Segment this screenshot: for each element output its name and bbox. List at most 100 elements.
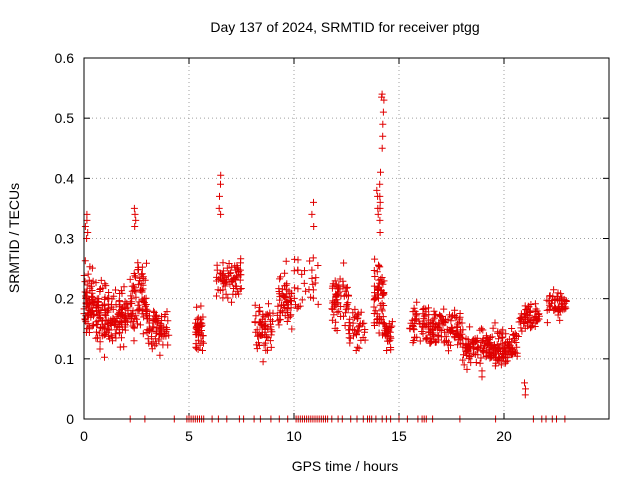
data-point (543, 296, 551, 304)
data-point (491, 343, 499, 351)
data-point (138, 263, 146, 271)
data-point (370, 282, 378, 290)
data-point (387, 334, 395, 342)
data-point (107, 303, 115, 311)
data-point (508, 350, 516, 358)
data-point (427, 328, 435, 336)
data-point (531, 300, 539, 308)
data-point (213, 261, 221, 269)
data-point (548, 299, 555, 307)
data-point (219, 267, 227, 275)
data-point (150, 307, 158, 315)
data-point (379, 132, 387, 140)
data-point (122, 305, 130, 313)
data-point (139, 330, 147, 338)
data-point (375, 283, 383, 291)
data-point (513, 343, 521, 351)
data-point (283, 298, 291, 305)
data-point (328, 284, 336, 292)
data-point (233, 272, 240, 280)
data-point (335, 307, 343, 315)
data-point (130, 270, 138, 277)
data-point (291, 284, 299, 292)
data-point (158, 317, 166, 324)
data-point (352, 329, 360, 337)
data-point (534, 311, 542, 318)
data-point (353, 327, 361, 335)
data-point (217, 274, 224, 282)
data-point (110, 292, 118, 300)
data-point (134, 301, 142, 309)
data-point (499, 333, 507, 341)
data-point (251, 301, 259, 309)
data-point (237, 259, 244, 267)
data-point (140, 313, 148, 321)
data-point (98, 324, 106, 332)
data-point (198, 338, 206, 346)
chart-title: Day 137 of 2024, SRMTID for receiver ptg… (210, 19, 479, 35)
data-point (117, 287, 125, 295)
data-point (137, 280, 145, 288)
data-point (193, 315, 201, 323)
data-point (505, 335, 513, 343)
data-point (308, 210, 316, 218)
data-point (112, 301, 120, 309)
data-point (375, 276, 383, 284)
data-point (371, 255, 379, 263)
data-point (139, 285, 147, 293)
data-point (379, 108, 387, 116)
data-point (555, 307, 562, 315)
data-point (344, 299, 352, 307)
data-point (164, 317, 172, 325)
data-point (372, 294, 380, 302)
data-point (142, 305, 150, 313)
data-point (526, 307, 534, 315)
data-point (361, 328, 368, 336)
data-point (378, 144, 386, 152)
data-point (132, 288, 140, 296)
data-point (430, 307, 438, 315)
data-point (432, 338, 440, 346)
data-point (430, 320, 438, 327)
data-point (115, 321, 123, 329)
data-point (494, 329, 502, 337)
data-point (213, 292, 220, 300)
data-point (83, 216, 91, 224)
data-point (149, 323, 157, 331)
data-point (150, 309, 158, 316)
data-point (85, 296, 93, 304)
data-point (376, 180, 384, 188)
data-point (277, 273, 284, 281)
data-point (251, 318, 259, 326)
data-point (447, 341, 454, 349)
data-point (285, 314, 293, 322)
data-point (252, 328, 260, 336)
data-point (553, 292, 561, 300)
data-point (133, 315, 141, 323)
data-point (266, 337, 274, 345)
data-point (489, 324, 497, 332)
data-point (108, 333, 116, 341)
data-point (127, 318, 135, 326)
data-point (156, 351, 164, 359)
data-point (285, 287, 293, 295)
data-point (283, 280, 291, 288)
data-point (81, 257, 89, 265)
data-point (373, 268, 381, 276)
data-point (153, 314, 160, 322)
data-point (258, 324, 266, 332)
data-point (196, 321, 204, 329)
data-point (192, 319, 199, 327)
data-point (94, 334, 101, 342)
data-point (451, 314, 459, 322)
data-point (464, 343, 472, 351)
data-point (440, 305, 448, 313)
data-point (522, 306, 530, 314)
data-point (310, 223, 318, 230)
data-point (415, 317, 423, 325)
data-point (420, 312, 428, 320)
data-point (374, 192, 382, 200)
data-point (446, 326, 454, 334)
data-point (337, 313, 345, 320)
data-point (199, 332, 207, 339)
